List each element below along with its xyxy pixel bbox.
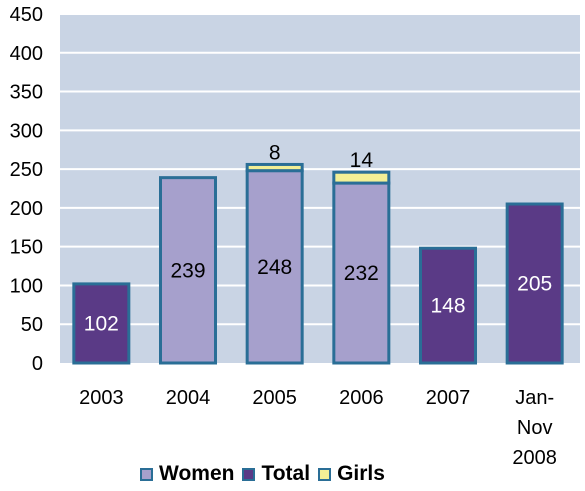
y-tick-label: 0 — [32, 353, 43, 375]
y-tick-label: 400 — [10, 43, 43, 65]
legend: Women Total Girls — [140, 462, 393, 486]
y-tick-label: 50 — [21, 314, 43, 336]
data-labels: 102 239 248 8 232 14 148 205 — [84, 141, 552, 335]
x-axis-ticks: 2003 2004 2005 2006 2007 Jan-Nov 2008 — [79, 387, 557, 469]
y-tick-label: 100 — [10, 275, 43, 297]
y-axis-ticks: 0 50 100 150 200 250 300 350 400 450 — [10, 4, 43, 375]
x-tick-label: 2006 — [339, 387, 384, 409]
y-tick-label: 450 — [10, 4, 43, 26]
y-tick-label: 150 — [10, 237, 43, 259]
data-label: 148 — [430, 295, 465, 318]
y-tick-label: 300 — [10, 120, 43, 142]
data-label: 14 — [350, 149, 374, 172]
x-tick-label: 2003 — [79, 387, 124, 409]
bar-girls — [245, 162, 304, 173]
y-tick-label: 350 — [10, 82, 43, 104]
bar-women — [332, 181, 391, 365]
plot-area — [60, 14, 580, 363]
bar-women — [159, 176, 217, 365]
y-tick-label: 250 — [10, 159, 43, 181]
legend-label: Girls — [337, 462, 385, 485]
y-tick-label: 200 — [10, 198, 43, 220]
legend-item-girls: Girls — [318, 462, 385, 486]
bar-total — [505, 202, 564, 365]
bar-girls — [332, 170, 391, 185]
legend-swatch — [140, 467, 153, 481]
x-tick-label: Jan-Nov 2008 — [512, 387, 557, 469]
gridlines — [60, 13, 580, 326]
legend-item-women: Women — [140, 462, 234, 486]
x-tick-label: 2007 — [426, 387, 471, 409]
legend-swatch — [242, 467, 256, 481]
data-label: 232 — [344, 262, 379, 285]
bars — [72, 162, 564, 365]
data-label: 102 — [84, 312, 119, 335]
bar-total — [72, 282, 131, 365]
data-label: 205 — [517, 273, 552, 296]
legend-label: Total — [261, 462, 311, 485]
data-label: 239 — [170, 259, 205, 282]
x-tick-label: 2004 — [166, 387, 211, 409]
legend-label: Women — [159, 462, 235, 485]
data-label: 248 — [257, 256, 292, 279]
legend-swatch — [318, 467, 332, 481]
data-label: 8 — [269, 141, 281, 164]
x-tick-label: 2005 — [252, 387, 297, 409]
legend-item-total: Total — [242, 462, 310, 486]
bar-total — [419, 246, 477, 365]
